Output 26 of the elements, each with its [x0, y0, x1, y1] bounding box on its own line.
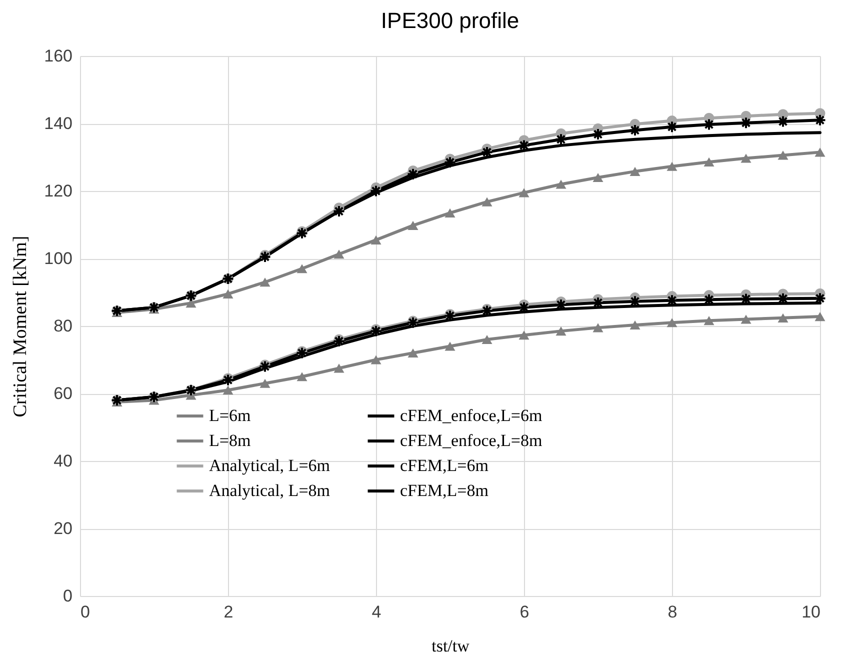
- legend-label: L=8m: [209, 431, 251, 450]
- x-tick-label: 6: [520, 602, 530, 622]
- legend-label: cFEM_enfoce,L=6m: [400, 406, 542, 425]
- y-tick-label: 140: [44, 114, 72, 133]
- y-tick-label: 20: [54, 519, 72, 538]
- legend-label: Analytical, L=6m: [209, 456, 330, 475]
- y-tick-label: 40: [54, 452, 72, 470]
- legend-label: Analytical, L=8m: [209, 481, 330, 500]
- x-tick-label: 0: [80, 602, 90, 622]
- x-axis-title: tst/tw: [432, 636, 470, 656]
- legend-label: cFEM_enfoce,L=8m: [400, 431, 542, 450]
- y-axis-title: Critical Moment [kNm]: [10, 236, 32, 418]
- y-tick-label: 0: [63, 586, 72, 606]
- legend-label: cFEM,L=8m: [400, 481, 488, 500]
- y-tick-label: 100: [44, 249, 72, 268]
- x-tick-label: 4: [372, 602, 382, 622]
- y-tick-label: 120: [44, 182, 72, 200]
- x-tick-label: 8: [668, 602, 678, 622]
- y-tick-label: 60: [54, 384, 72, 403]
- x-tick-label: 10: [802, 602, 820, 622]
- legend-label: L=6m: [209, 406, 251, 425]
- x-tick-label: 2: [224, 602, 234, 622]
- y-tick-label: 80: [54, 316, 72, 336]
- chart-title: IPE300 profile: [380, 8, 520, 33]
- legend-label: cFEM,L=6m: [400, 456, 488, 475]
- y-tick-label: 160: [44, 46, 72, 66]
